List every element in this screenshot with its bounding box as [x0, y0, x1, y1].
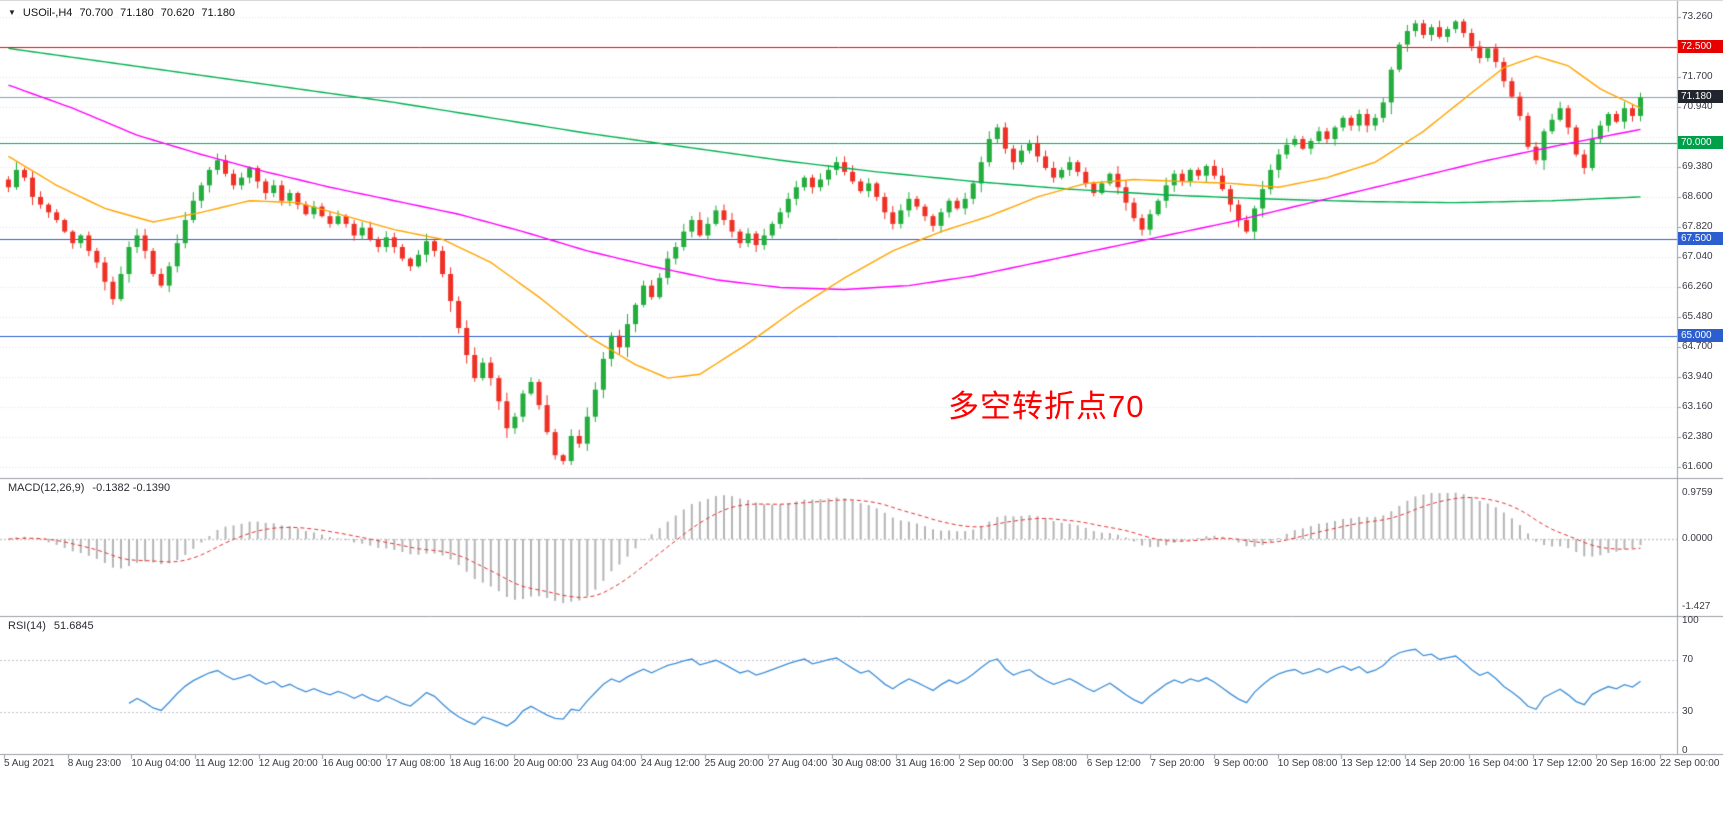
quote-low: 70.620 — [160, 7, 195, 19]
quote-close: 71.180 — [201, 7, 236, 19]
rsi-name: RSI(14) — [8, 620, 46, 632]
symbol-timeframe: USOil-,H4 — [22, 7, 73, 19]
macd-indicator-label: MACD(12,26,9) -0.1382 -0.1390 — [8, 482, 170, 494]
quote-bar[interactable]: ▼ USOil-,H4 70.700 71.180 70.620 71.180 — [8, 7, 235, 19]
chart-annotation-text: 多空转折点70 — [948, 389, 1145, 424]
rsi-indicator-label: RSI(14) 51.6845 — [8, 620, 94, 632]
quote-open: 70.700 — [79, 7, 114, 19]
macd-name: MACD(12,26,9) — [8, 482, 85, 494]
rsi-values: 51.6845 — [53, 620, 94, 632]
quote-high: 71.180 — [120, 7, 154, 19]
collapse-triangle-icon[interactable]: ▼ — [8, 8, 16, 17]
macd-values: -0.1382 -0.1390 — [92, 482, 171, 494]
